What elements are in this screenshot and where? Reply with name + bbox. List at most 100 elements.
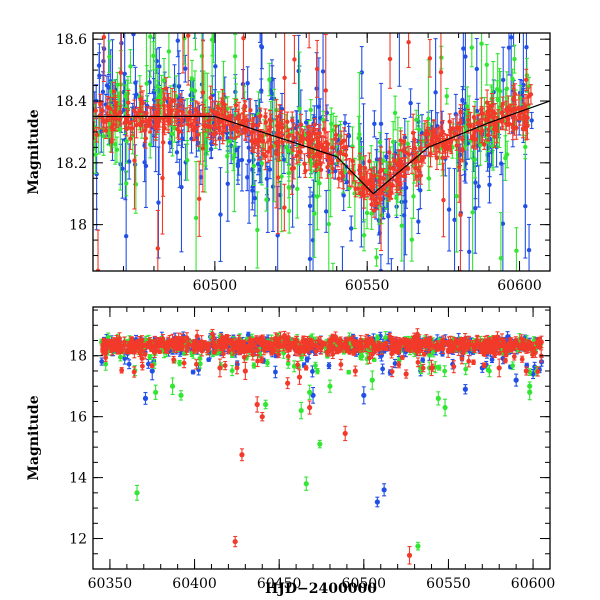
top-data-point bbox=[178, 98, 183, 103]
top-data-point bbox=[170, 131, 175, 136]
top-data-point bbox=[374, 255, 379, 260]
top-data-point bbox=[107, 16, 111, 20]
top-data-point bbox=[489, 103, 495, 109]
top-data-point bbox=[101, 34, 107, 40]
top-data-point bbox=[143, 136, 148, 141]
top-data-point bbox=[311, 193, 316, 198]
top-data-point bbox=[447, 119, 452, 124]
top-data-point bbox=[510, 76, 515, 82]
top-data-point bbox=[387, 56, 393, 62]
top-y-tick-label: 18.2 bbox=[56, 156, 87, 172]
top-data-point bbox=[142, 160, 147, 165]
top-data-point bbox=[255, 161, 261, 167]
top-data-point bbox=[302, 161, 307, 166]
top-data-point bbox=[325, 142, 331, 147]
top-data-point bbox=[391, 166, 396, 171]
top-data-point bbox=[131, 33, 136, 37]
top-data-point bbox=[243, 129, 248, 134]
top-data-point bbox=[524, 73, 530, 78]
top-data-point bbox=[279, 174, 284, 179]
top-data-point bbox=[364, 210, 370, 216]
top-data-point bbox=[155, 246, 161, 251]
top-data-point bbox=[265, 149, 271, 154]
top-data-point bbox=[225, 181, 230, 186]
top-data-point bbox=[484, 62, 489, 67]
top-data-point bbox=[323, 88, 328, 93]
top-data-point bbox=[346, 133, 352, 139]
top-data-point bbox=[210, 3, 214, 7]
top-data-point bbox=[414, 117, 419, 123]
top-data-point bbox=[444, 93, 449, 99]
top-data-point bbox=[386, 193, 392, 199]
top-data-point bbox=[256, 143, 261, 149]
top-data-point bbox=[454, 124, 460, 130]
top-data-point bbox=[280, 140, 285, 146]
top-y-tick-label: 18 bbox=[69, 218, 87, 234]
top-data-point bbox=[93, 152, 98, 157]
top-data-point bbox=[249, 138, 254, 143]
top-data-point bbox=[166, 49, 172, 54]
top-data-point bbox=[482, 142, 487, 147]
top-data-point bbox=[256, 123, 261, 128]
top-data-point bbox=[263, 120, 269, 125]
top-data-point bbox=[398, 138, 404, 143]
top-data-point bbox=[433, 90, 438, 95]
top-data-point bbox=[148, 34, 153, 39]
top-data-point bbox=[185, 33, 191, 38]
top-data-point bbox=[209, 141, 214, 146]
top-data-point bbox=[232, 54, 238, 59]
top-data-point bbox=[118, 126, 123, 132]
top-data-point bbox=[402, 173, 407, 179]
top-data-point bbox=[298, 122, 304, 127]
top-data-point bbox=[364, 180, 369, 186]
top-data-point bbox=[257, 167, 263, 173]
top-data-point bbox=[386, 214, 391, 219]
top-data-point bbox=[148, 142, 153, 147]
top-data-point bbox=[422, 131, 428, 137]
top-data-point bbox=[405, 141, 411, 147]
top-data-point bbox=[211, 0, 215, 1]
top-data-point bbox=[305, 137, 310, 142]
top-data-point bbox=[371, 208, 377, 213]
top-data-point bbox=[494, 86, 500, 92]
top-data-point bbox=[124, 139, 129, 144]
top-data-point bbox=[312, 211, 317, 216]
top-data-point bbox=[106, 85, 111, 90]
bottom-data-point bbox=[310, 369, 315, 374]
top-data-point bbox=[215, 105, 221, 111]
top-data-point bbox=[361, 233, 367, 238]
top-data-point bbox=[471, 133, 476, 139]
top-data-point bbox=[213, 64, 218, 69]
top-data-point bbox=[225, 106, 230, 111]
top-data-point bbox=[314, 135, 320, 141]
top-data-point bbox=[323, 209, 329, 214]
top-data-point bbox=[193, 215, 199, 221]
top-data-point bbox=[341, 193, 346, 198]
top-data-point bbox=[253, 137, 258, 143]
top-data-point bbox=[198, 175, 204, 180]
bottom-panel-marks bbox=[99, 328, 545, 565]
top-data-point bbox=[267, 167, 273, 172]
top-data-point bbox=[107, 54, 112, 59]
top-data-point bbox=[286, 185, 292, 190]
bottom-data-point bbox=[122, 356, 128, 361]
top-data-point bbox=[397, 180, 403, 186]
top-data-point bbox=[124, 116, 129, 122]
top-data-point bbox=[314, 66, 320, 72]
top-data-point bbox=[225, 153, 230, 159]
top-data-point bbox=[174, 150, 180, 155]
top-data-point bbox=[134, 122, 139, 128]
top-data-point bbox=[100, 89, 106, 95]
top-data-point bbox=[503, 107, 509, 112]
top-data-point bbox=[118, 70, 123, 75]
top-data-point bbox=[200, 146, 206, 151]
top-data-point bbox=[329, 145, 335, 150]
top-data-point bbox=[123, 233, 129, 239]
top-data-point bbox=[427, 56, 433, 61]
top-data-point bbox=[474, 66, 480, 72]
top-data-point bbox=[512, 125, 517, 130]
top-data-point bbox=[167, 140, 173, 145]
top-data-point bbox=[100, 118, 106, 124]
top-data-point bbox=[212, 110, 218, 115]
